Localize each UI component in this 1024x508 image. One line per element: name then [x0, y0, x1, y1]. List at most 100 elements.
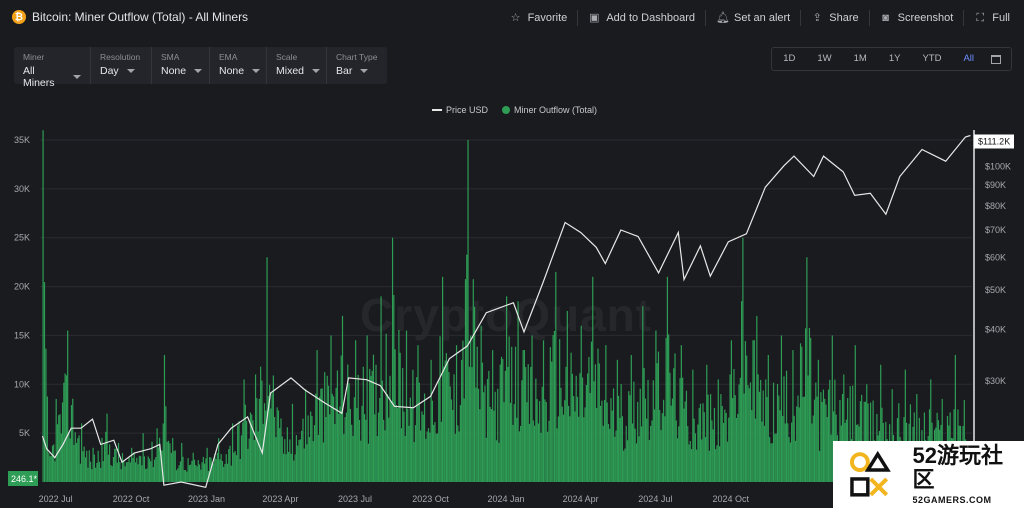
y-left-tick-label: 35K: [14, 135, 30, 145]
outflow-bar: [598, 363, 600, 482]
outflow-bar: [659, 410, 661, 482]
range-all-button[interactable]: All: [963, 53, 974, 64]
outflow-bar: [551, 361, 553, 482]
outflow-bar: [670, 405, 672, 482]
outflow-bar: [682, 377, 684, 482]
add-to-dashboard-button[interactable]: ▣ Add to Dashboard: [578, 10, 706, 26]
outflow-bar: [405, 330, 408, 482]
outflow-bar: [87, 467, 89, 482]
miner-select[interactable]: Miner All Miners: [14, 47, 91, 89]
outflow-bar: [321, 388, 323, 482]
fullscreen-label: Full: [992, 12, 1010, 24]
outflow-bar: [247, 448, 249, 482]
legend-price[interactable]: Price USD: [432, 105, 488, 115]
outflow-bar: [626, 440, 629, 482]
outflow-bar: [654, 409, 656, 482]
outflow-bar: [50, 455, 52, 482]
chart-type-select[interactable]: Chart Type Bar: [327, 47, 387, 84]
outflow-bar: [484, 385, 486, 482]
set-alert-button[interactable]: 🔔︎ Set an alert: [706, 10, 802, 26]
outflow-bar: [444, 360, 446, 482]
outflow-bar: [331, 393, 333, 482]
outflow-bar: [237, 425, 239, 482]
share-label: Share: [829, 12, 859, 24]
outflow-bar: [334, 423, 336, 482]
outflow-bar: [132, 457, 134, 482]
outflow-bar: [535, 378, 537, 482]
outflow-bar: [642, 306, 644, 482]
outflow-bar: [79, 463, 81, 482]
outflow-bar: [696, 449, 698, 482]
outflow-bar: [54, 461, 56, 482]
scale-select-value: Mixed: [276, 65, 305, 77]
y-right-tick-label: $30K: [985, 376, 1006, 386]
outflow-bar: [489, 406, 491, 482]
outflow-bar: [116, 462, 118, 482]
outflow-bar: [102, 461, 104, 482]
outflow-bar: [341, 315, 344, 482]
y-right-tick-label: $40K: [985, 325, 1006, 335]
outflow-bar: [308, 437, 311, 482]
outflow-bar: [570, 352, 572, 482]
resolution-select[interactable]: Resolution Day: [91, 47, 152, 84]
outflow-bar: [758, 391, 760, 482]
outflow-bar: [411, 407, 413, 482]
outflow-bar: [84, 457, 87, 482]
legend-outflow[interactable]: Miner Outflow (Total): [502, 105, 597, 115]
outflow-bar: [743, 393, 745, 482]
outflow-bar: [634, 428, 636, 482]
fullscreen-button[interactable]: ⛶ Full: [964, 10, 1012, 26]
ema-select[interactable]: EMA None: [210, 47, 267, 84]
outflow-bar: [566, 311, 568, 482]
outflow-bar: [165, 406, 167, 482]
y-right-tick-label: $60K: [985, 252, 1006, 262]
outflow-bar: [778, 395, 780, 482]
action-bar: ☆ Favorite ▣ Add to Dashboard 🔔︎ Set an …: [500, 10, 1012, 26]
scale-select[interactable]: Scale Mixed: [267, 47, 327, 84]
outflow-bar: [643, 367, 645, 482]
y-right-tick-label: $50K: [985, 285, 1006, 295]
outflow-bar: [699, 403, 702, 482]
chevron-down-icon: [252, 69, 261, 73]
outflow-bar: [666, 276, 669, 482]
outflow-bar: [155, 457, 157, 482]
outflow-bar: [457, 425, 459, 482]
outflow-bar: [119, 461, 121, 482]
outflow-bar: [776, 384, 779, 482]
share-button[interactable]: ⇪ Share: [801, 10, 870, 26]
outflow-bar: [43, 282, 46, 482]
outflow-bar: [224, 463, 226, 482]
outflow-bar: [545, 402, 547, 482]
range-ytd-button[interactable]: YTD: [922, 53, 942, 64]
outflow-bar: [526, 402, 528, 482]
range-1y-button[interactable]: 1Y: [888, 53, 901, 64]
current-price-tag: [974, 134, 1014, 149]
outflow-bar: [315, 393, 317, 482]
range-1m-button[interactable]: 1M: [853, 53, 867, 64]
outflow-bar: [692, 369, 694, 482]
outflow-bar: [508, 336, 510, 482]
outflow-bar: [70, 405, 73, 482]
outflow-bar: [150, 461, 152, 482]
outflow-bar: [562, 414, 565, 482]
outflow-bar: [726, 441, 729, 482]
outflow-bar: [279, 428, 281, 482]
outflow-bar: [747, 385, 749, 482]
outflow-bar: [585, 384, 587, 482]
title-area: ₿ Bitcoin: Miner Outflow (Total) - All M…: [12, 10, 248, 24]
chevron-down-icon: [73, 75, 81, 79]
range-1d-button[interactable]: 1D: [783, 53, 796, 64]
calendar-icon[interactable]: [991, 54, 1001, 64]
outflow-bar: [332, 396, 335, 482]
favorite-button[interactable]: ☆ Favorite: [500, 10, 579, 26]
sma-select[interactable]: SMA None: [152, 47, 210, 84]
screenshot-button[interactable]: ◙ Screenshot: [870, 10, 965, 26]
outflow-bar: [101, 437, 103, 482]
outflow-bar: [650, 425, 652, 482]
outflow-bar: [218, 438, 220, 482]
outflow-bar: [134, 462, 137, 482]
range-1w-button[interactable]: 1W: [817, 53, 832, 64]
outflow-bar: [799, 343, 802, 482]
outflow-bar: [512, 424, 514, 482]
outflow-bar: [313, 425, 316, 482]
